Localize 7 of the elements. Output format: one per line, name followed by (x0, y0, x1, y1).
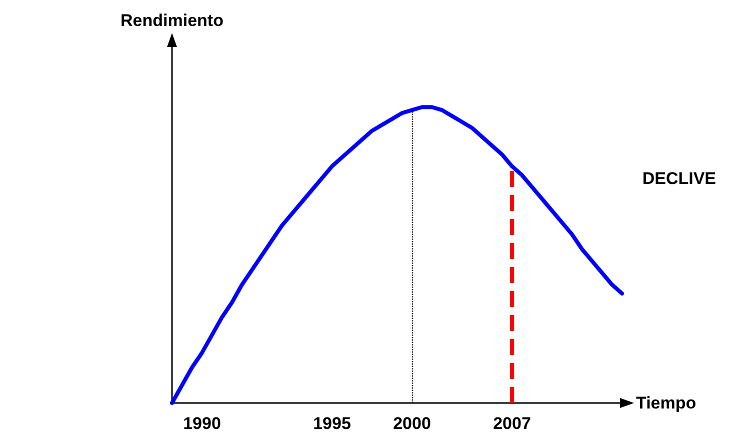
x-tick-label: 2000 (393, 414, 431, 433)
x-tick-label: 1995 (313, 414, 351, 433)
x-axis-title: Tiempo (636, 394, 696, 412)
text: DECLIVE (642, 169, 716, 188)
x-tick-label: 2007 (493, 414, 531, 433)
y-axis-title: Rendimiento (120, 11, 224, 30)
x-tick-label: 1990 (183, 414, 221, 433)
